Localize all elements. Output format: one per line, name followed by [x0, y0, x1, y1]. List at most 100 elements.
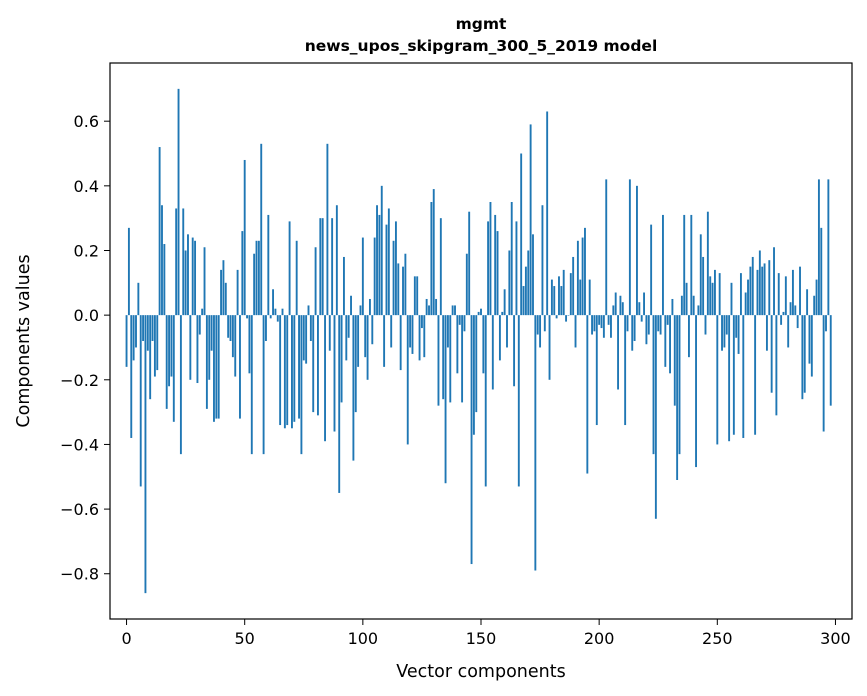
bar: [361, 237, 364, 316]
bar: [532, 234, 534, 316]
bar: [631, 315, 634, 351]
bar: [829, 315, 832, 406]
bar: [468, 211, 471, 316]
bar: [307, 305, 310, 316]
bar: [739, 273, 742, 316]
bar: [498, 315, 501, 361]
bar: [539, 315, 542, 348]
bar: [529, 124, 532, 316]
bar: [295, 240, 298, 316]
bar: [546, 111, 549, 316]
bar: [815, 279, 818, 316]
bar: [305, 315, 308, 364]
bar: [144, 315, 147, 594]
y-tick-label: −0.6: [60, 500, 99, 519]
bar: [768, 260, 771, 316]
bar: [409, 315, 412, 348]
bar: [713, 269, 716, 316]
x-axis-label: Vector components: [396, 662, 565, 682]
chart-title: mgmt: [456, 15, 507, 33]
bar: [513, 315, 516, 387]
bar: [562, 269, 565, 316]
bar: [721, 315, 723, 351]
bar: [628, 179, 631, 316]
bar: [338, 315, 341, 493]
bar: [487, 221, 490, 316]
bar: [796, 315, 799, 329]
bar: [579, 279, 582, 316]
bar: [394, 221, 397, 316]
bar: [503, 289, 506, 316]
bar: [484, 315, 487, 487]
bar: [132, 315, 135, 361]
y-tick-label: −0.8: [60, 565, 99, 584]
bar: [560, 286, 563, 316]
bar: [789, 302, 792, 316]
bar: [210, 315, 213, 351]
bar: [749, 266, 752, 316]
bar: [827, 179, 830, 316]
bar: [709, 276, 712, 316]
bar: [780, 315, 783, 325]
bar: [248, 315, 251, 374]
bar: [153, 315, 156, 377]
bar: [706, 211, 709, 316]
bar: [231, 315, 234, 358]
bar: [605, 179, 608, 316]
bar: [205, 315, 208, 409]
bar: [643, 292, 645, 316]
bar: [680, 295, 683, 316]
bar: [558, 276, 560, 316]
bar: [666, 315, 669, 325]
bar: [472, 315, 475, 435]
bar: [659, 315, 662, 335]
bar: [489, 202, 492, 316]
bar: [418, 315, 421, 361]
bar: [390, 315, 393, 348]
bar: [385, 224, 388, 316]
bar: [744, 292, 747, 316]
bar: [801, 315, 804, 400]
bar: [175, 208, 178, 316]
y-tick-label: −0.2: [60, 371, 99, 390]
bar: [458, 315, 461, 325]
bar: [229, 315, 232, 341]
bar: [777, 273, 780, 316]
bar: [201, 308, 204, 316]
bar: [664, 315, 667, 367]
bar: [598, 315, 601, 325]
bar: [536, 315, 539, 335]
bar: [775, 315, 778, 416]
bar: [179, 315, 182, 455]
bar: [342, 256, 345, 316]
bar: [673, 315, 676, 406]
bar: [423, 315, 426, 358]
bar: [368, 298, 371, 316]
bar: [543, 315, 546, 332]
bar: [522, 286, 525, 316]
x-tick-label: 100: [348, 629, 379, 648]
bar: [662, 214, 664, 316]
bar: [163, 244, 166, 316]
bar: [293, 315, 296, 422]
bar: [454, 305, 456, 316]
bar: [347, 315, 350, 338]
bar: [451, 305, 454, 316]
bars-group: [125, 88, 832, 594]
bar: [782, 311, 785, 316]
x-axis-ticks: 0 50 100 150 200 250 300: [121, 619, 851, 648]
bar: [222, 260, 225, 316]
bar: [784, 276, 787, 316]
bar: [127, 227, 130, 316]
bar: [276, 315, 279, 322]
x-tick-label: 200: [584, 629, 615, 648]
bar: [586, 315, 589, 474]
bar: [463, 315, 466, 332]
bar: [439, 218, 442, 316]
bar: [657, 315, 660, 332]
bar: [314, 247, 317, 316]
bar: [763, 263, 766, 316]
bar: [647, 315, 650, 335]
bar: [215, 315, 218, 419]
chart-subtitle: news_upos_skipgram_300_5_2019 model: [305, 37, 658, 55]
